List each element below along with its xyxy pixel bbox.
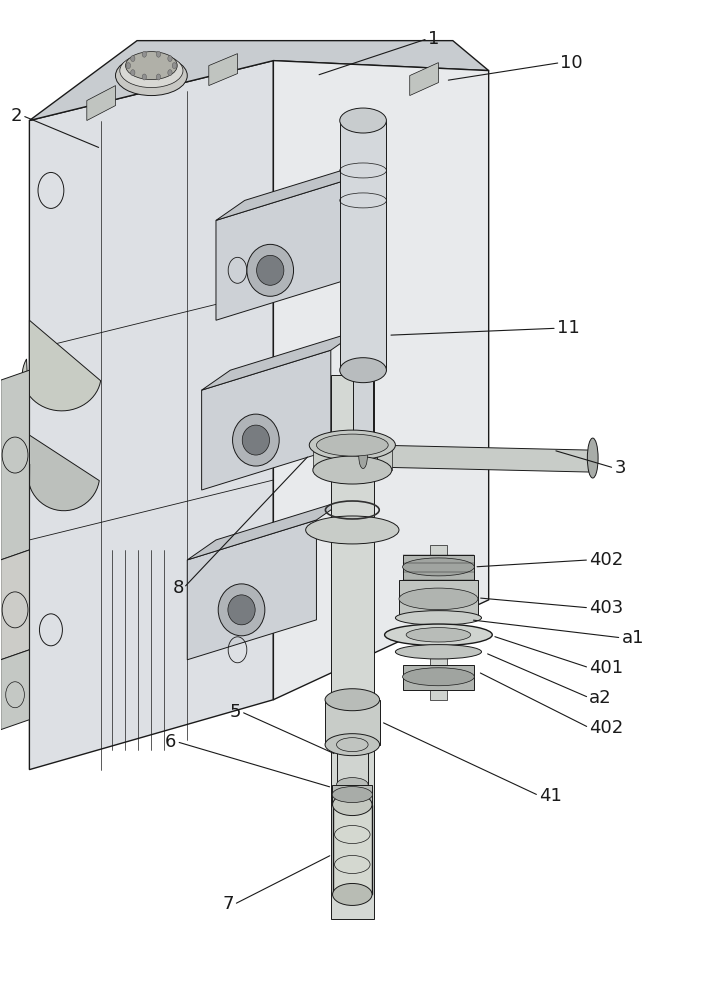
Polygon shape (403, 665, 475, 690)
Polygon shape (209, 54, 237, 86)
Text: 1: 1 (428, 30, 439, 48)
Text: 403: 403 (589, 599, 623, 617)
Text: a1: a1 (621, 629, 644, 647)
Ellipse shape (399, 588, 478, 610)
Ellipse shape (120, 54, 183, 88)
Circle shape (168, 56, 172, 62)
Polygon shape (87, 86, 116, 121)
Ellipse shape (406, 628, 471, 642)
Ellipse shape (228, 595, 255, 625)
Polygon shape (1, 650, 29, 730)
Text: 10: 10 (560, 54, 583, 72)
Ellipse shape (247, 244, 293, 296)
Ellipse shape (316, 434, 388, 456)
Polygon shape (353, 370, 373, 440)
Polygon shape (399, 580, 478, 618)
Text: 3: 3 (614, 459, 626, 477)
Polygon shape (1, 550, 29, 660)
Ellipse shape (385, 624, 493, 646)
Ellipse shape (242, 425, 270, 455)
Ellipse shape (403, 668, 475, 686)
Circle shape (131, 70, 135, 76)
Polygon shape (403, 555, 475, 580)
Polygon shape (216, 180, 345, 320)
Text: 8: 8 (173, 579, 183, 597)
Ellipse shape (332, 787, 372, 803)
Text: 6: 6 (165, 733, 176, 751)
Ellipse shape (232, 414, 279, 466)
Ellipse shape (309, 430, 395, 460)
Polygon shape (273, 61, 489, 700)
Circle shape (127, 63, 131, 69)
Circle shape (156, 51, 160, 57)
Ellipse shape (336, 778, 368, 792)
Polygon shape (1, 370, 29, 560)
Polygon shape (216, 160, 374, 220)
Text: 41: 41 (539, 787, 562, 805)
Ellipse shape (395, 611, 482, 625)
Circle shape (142, 51, 147, 57)
Polygon shape (333, 805, 372, 894)
Ellipse shape (313, 456, 392, 484)
Polygon shape (29, 61, 273, 770)
Polygon shape (187, 500, 345, 560)
Text: a2: a2 (589, 689, 612, 707)
Polygon shape (325, 700, 380, 745)
Circle shape (142, 74, 147, 80)
Polygon shape (410, 63, 439, 96)
Text: 11: 11 (557, 319, 580, 337)
Ellipse shape (306, 516, 399, 544)
Polygon shape (430, 545, 447, 700)
Polygon shape (22, 320, 101, 420)
Circle shape (173, 63, 176, 69)
Text: 401: 401 (589, 659, 623, 677)
Ellipse shape (587, 438, 598, 478)
Polygon shape (29, 41, 489, 121)
Circle shape (131, 56, 135, 62)
Polygon shape (28, 435, 99, 520)
Text: 7: 7 (222, 895, 234, 913)
Ellipse shape (325, 689, 380, 711)
Text: 402: 402 (589, 551, 623, 569)
Polygon shape (336, 745, 368, 785)
Ellipse shape (333, 794, 372, 816)
Polygon shape (374, 445, 589, 472)
Ellipse shape (340, 358, 386, 383)
Polygon shape (187, 520, 316, 660)
Polygon shape (340, 121, 386, 370)
Text: 5: 5 (229, 703, 241, 721)
Polygon shape (201, 330, 360, 390)
Ellipse shape (218, 584, 265, 636)
Ellipse shape (257, 255, 284, 285)
Text: 2: 2 (11, 107, 22, 125)
Ellipse shape (126, 52, 177, 80)
Polygon shape (313, 445, 392, 470)
Ellipse shape (340, 108, 386, 133)
Ellipse shape (395, 645, 482, 659)
Circle shape (156, 74, 160, 80)
Text: 402: 402 (589, 719, 623, 737)
Polygon shape (332, 785, 372, 805)
Polygon shape (201, 350, 331, 490)
Ellipse shape (116, 56, 187, 96)
Circle shape (168, 70, 172, 76)
Ellipse shape (333, 883, 372, 905)
Ellipse shape (336, 738, 368, 752)
Polygon shape (363, 435, 377, 477)
Polygon shape (331, 375, 374, 919)
Ellipse shape (403, 558, 475, 576)
Ellipse shape (359, 444, 367, 469)
Ellipse shape (325, 734, 380, 756)
